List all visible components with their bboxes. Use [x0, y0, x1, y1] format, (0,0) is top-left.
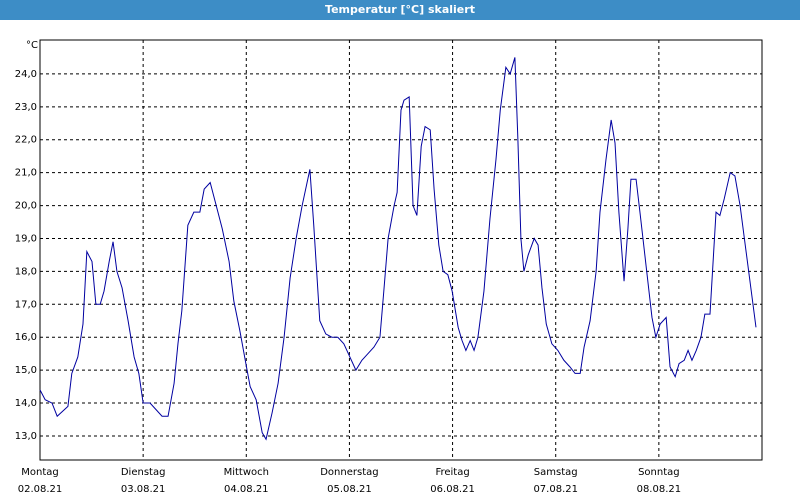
y-tick-label: 14,0 — [15, 398, 37, 409]
y-tick-label: 22,0 — [15, 135, 37, 146]
y-tick-label: 15,0 — [15, 365, 37, 376]
x-tick-label: Sonntag — [638, 467, 680, 478]
y-tick-label: 18,0 — [15, 266, 37, 277]
x-tick-label: Mittwoch — [224, 467, 269, 478]
y-tick-label: 17,0 — [15, 299, 37, 310]
x-tick-label: Samstag — [534, 467, 578, 478]
title-bar: Temperatur [°C] skaliert — [0, 0, 800, 20]
y-tick-label: 21,0 — [15, 168, 37, 179]
x-tick-date: 03.08.21 — [121, 484, 166, 495]
plot-frame — [39, 39, 763, 461]
y-tick-label: 23,0 — [15, 102, 37, 113]
x-tick-date: 02.08.21 — [18, 484, 63, 495]
x-tick-date: 06.08.21 — [430, 484, 475, 495]
y-tick-label: 16,0 — [15, 332, 37, 343]
y-tick-label: 20,0 — [15, 201, 37, 212]
y-unit-label: °C — [26, 40, 38, 51]
x-tick-date: 08.08.21 — [637, 484, 682, 495]
x-tick-label: Dienstag — [121, 467, 166, 478]
temperature-line — [39, 57, 757, 441]
x-tick-date: 04.08.21 — [224, 484, 269, 495]
y-tick-label: 19,0 — [15, 233, 37, 244]
chart: °C 13,0 14,0 15,0 16,0 17,0 18,0 19,0 20,0 21,0 2… — [15, 39, 763, 495]
x-tick-label: Montag — [21, 467, 58, 478]
y-tick-label: 24,0 — [15, 69, 37, 80]
x-tick-label: Donnerstag — [320, 467, 378, 478]
x-tick-date: 07.08.21 — [533, 484, 578, 495]
y-tick-label: 13,0 — [15, 431, 37, 442]
x-tick-date: 05.08.21 — [327, 484, 372, 495]
x-tick-label: Freitag — [435, 467, 469, 478]
